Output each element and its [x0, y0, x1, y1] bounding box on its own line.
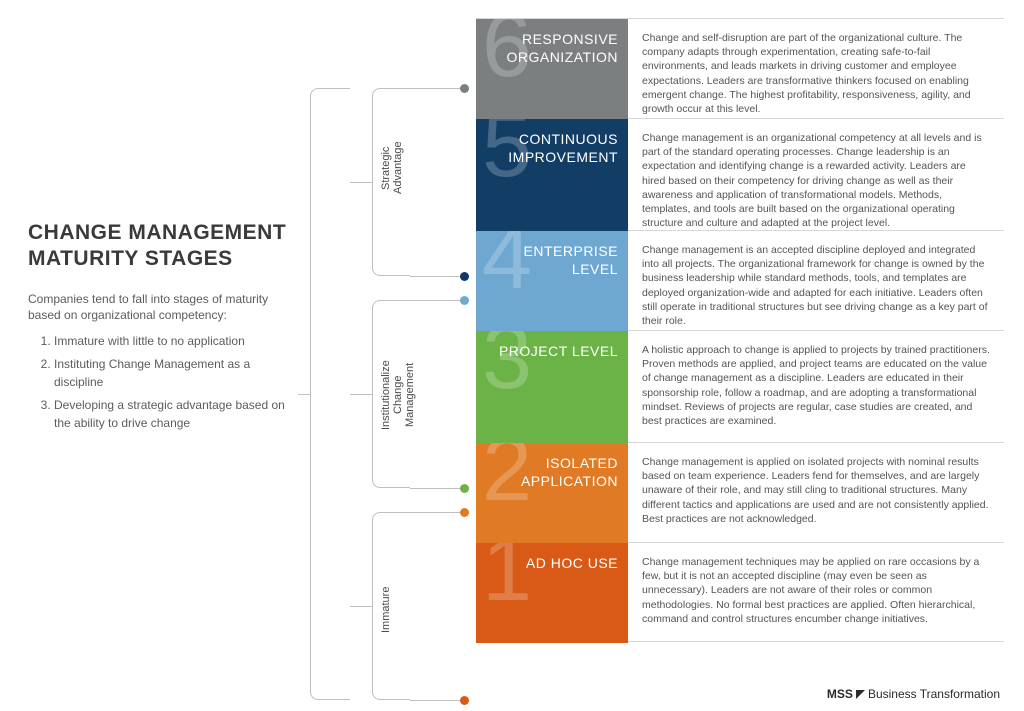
stage-row: 5CONTINUOUS IMPROVEMENTChange management… — [476, 118, 1004, 230]
dot-connector — [410, 512, 464, 513]
stage-name: CONTINUOUS IMPROVEMENT — [476, 119, 628, 166]
brand-name: MSS — [827, 687, 853, 701]
intro-list: Immature with little to no application I… — [28, 332, 298, 433]
intro-text: Companies tend to fall into stages of ma… — [28, 291, 298, 325]
bracket-region: StrategicAdvantage InstitutionalizeChange… — [310, 40, 470, 660]
group-connector — [350, 606, 372, 607]
main-title: CHANGE MANAGEMENT MATURITY STAGES — [28, 220, 298, 273]
stage-tile: 6RESPONSIVE ORGANIZATION — [476, 19, 628, 119]
stage-description: A holistic approach to change is applied… — [628, 331, 1004, 442]
infographic-container: CHANGE MANAGEMENT MATURITY STAGES Compan… — [0, 0, 1024, 711]
stage-tile: 4ENTERPRISE LEVEL — [476, 231, 628, 331]
group-dot — [460, 484, 469, 493]
group-dot — [460, 84, 469, 93]
group-connector — [350, 394, 372, 395]
stage-description: Change and self-disruption are part of t… — [628, 19, 1004, 118]
group-dot — [460, 508, 469, 517]
brand-tagline: Business Transformation — [868, 687, 1000, 701]
stage-description: Change management is applied on isolated… — [628, 443, 1004, 542]
dot-connector — [410, 488, 464, 489]
group-dot — [460, 296, 469, 305]
stage-row: 2ISOLATED APPLICATIONChange management i… — [476, 442, 1004, 542]
stage-row: 6RESPONSIVE ORGANIZATIONChange and self-… — [476, 18, 1004, 118]
stage-name: AD HOC USE — [476, 543, 628, 573]
stage-tile: 2ISOLATED APPLICATION — [476, 443, 628, 543]
stage-name: PROJECT LEVEL — [476, 331, 628, 361]
stage-row: 3PROJECT LEVELA holistic approach to cha… — [476, 330, 1004, 442]
stage-row: 4ENTERPRISE LEVELChange management is an… — [476, 230, 1004, 330]
group-dot — [460, 272, 469, 281]
stage-name: ISOLATED APPLICATION — [476, 443, 628, 490]
dot-connector — [410, 88, 464, 89]
stage-row: 1AD HOC USEChange management techniques … — [476, 542, 1004, 642]
footer-brand: MSS Business Transformation — [827, 687, 1000, 701]
stage-tile: 5CONTINUOUS IMPROVEMENT — [476, 119, 628, 231]
brand-triangle-icon — [856, 690, 865, 699]
intro-item: Instituting Change Management as a disci… — [54, 355, 298, 392]
stage-name: ENTERPRISE LEVEL — [476, 231, 628, 278]
dot-connector — [410, 276, 464, 277]
stage-description: Change management is an accepted discipl… — [628, 231, 1004, 330]
left-panel: CHANGE MANAGEMENT MATURITY STAGES Compan… — [28, 220, 298, 437]
group-label: Immature — [380, 570, 392, 650]
stage-tile: 1AD HOC USE — [476, 543, 628, 643]
outer-connector — [298, 394, 310, 395]
group-dot — [460, 696, 469, 705]
group-label: StrategicAdvantage — [380, 128, 404, 208]
stage-description: Change management is an organizational c… — [628, 119, 1004, 230]
dot-connector — [410, 700, 464, 701]
dot-connector — [410, 300, 464, 301]
intro-item: Immature with little to no application — [54, 332, 298, 351]
intro-item: Developing a strategic advantage based o… — [54, 396, 298, 433]
outer-bracket — [310, 88, 350, 700]
group-connector — [350, 182, 372, 183]
stages-list: 6RESPONSIVE ORGANIZATIONChange and self-… — [476, 18, 1004, 642]
group-label: InstitutionalizeChangeManagement — [380, 340, 416, 450]
stage-name: RESPONSIVE ORGANIZATION — [476, 19, 628, 66]
stage-tile: 3PROJECT LEVEL — [476, 331, 628, 443]
stage-description: Change management techniques may be appl… — [628, 543, 1004, 641]
